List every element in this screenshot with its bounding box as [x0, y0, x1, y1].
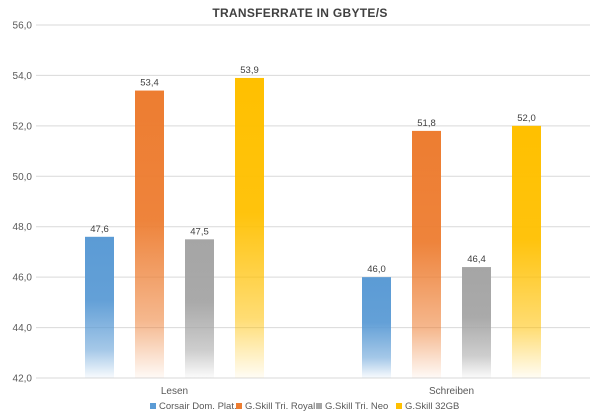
legend-swatch [396, 403, 402, 409]
bar-g-skill-tri-royal-schreiben [412, 130, 441, 378]
legend-swatch [236, 403, 242, 409]
legend: Corsair Dom. Plat. G.Skill Tri. Royal G.Sk… [150, 401, 459, 412]
legend-label: Corsair Dom. Plat. [159, 401, 237, 412]
data-label: 46,0 [367, 264, 386, 275]
data-label: 47,6 [90, 224, 109, 235]
bar-g-skill-tri-neo-schreiben [462, 267, 491, 378]
legend-item-corsair-dom-plat: Corsair Dom. Plat. [150, 401, 237, 412]
bar-g-skill-tri-royal-lesen [135, 90, 164, 379]
y-tick-label: 56,0 [13, 21, 33, 32]
data-label: 46,4 [467, 254, 486, 265]
y-tick-label: 54,0 [13, 71, 33, 82]
bar-corsair-dom-plat-lesen [85, 236, 114, 378]
data-labels: 47,6 53,4 47,5 53,9 46,0 51,8 46,4 52,0 [90, 65, 536, 275]
bar-corsair-dom-plat-schreiben [362, 277, 391, 378]
legend-swatch [316, 403, 322, 409]
data-label: 53,9 [240, 65, 259, 76]
gridlines [36, 24, 590, 379]
y-tick-label: 44,0 [13, 323, 33, 334]
bar-group [85, 77, 541, 379]
y-tick-label: 50,0 [13, 172, 33, 183]
legend-label: G.Skill Tri. Neo [325, 401, 388, 412]
legend-item-g-skill-tri-neo: G.Skill Tri. Neo [316, 401, 388, 412]
legend-label: G.Skill 32GB [405, 401, 459, 412]
x-category-label: Schreiben [429, 386, 474, 397]
x-category-label: Lesen [161, 386, 188, 397]
bar-g-skill-32gb-lesen [235, 77, 264, 378]
y-tick-label: 42,0 [13, 374, 33, 385]
legend-item-g-skill-32gb: G.Skill 32GB [396, 401, 459, 412]
y-tick-label: 52,0 [13, 121, 33, 132]
data-label: 47,5 [190, 226, 209, 237]
chart-title: TRANSFERRATE IN GBYTE/S [212, 6, 387, 20]
y-tick-label: 48,0 [13, 222, 33, 233]
legend-label: G.Skill Tri. Royal [245, 401, 315, 412]
bar-g-skill-32gb-schreiben [512, 125, 541, 378]
y-axis: 42,0 44,0 46,0 48,0 50,0 52,0 54,0 56,0 [13, 21, 33, 385]
data-label: 51,8 [417, 118, 436, 129]
data-label: 52,0 [517, 113, 536, 124]
data-label: 53,4 [140, 78, 159, 89]
bar-g-skill-tri-neo-lesen [185, 239, 214, 378]
x-axis: Lesen Schreiben [161, 386, 474, 397]
legend-swatch [150, 403, 156, 409]
y-tick-label: 46,0 [13, 273, 33, 284]
legend-item-g-skill-tri-royal: G.Skill Tri. Royal [236, 401, 315, 412]
